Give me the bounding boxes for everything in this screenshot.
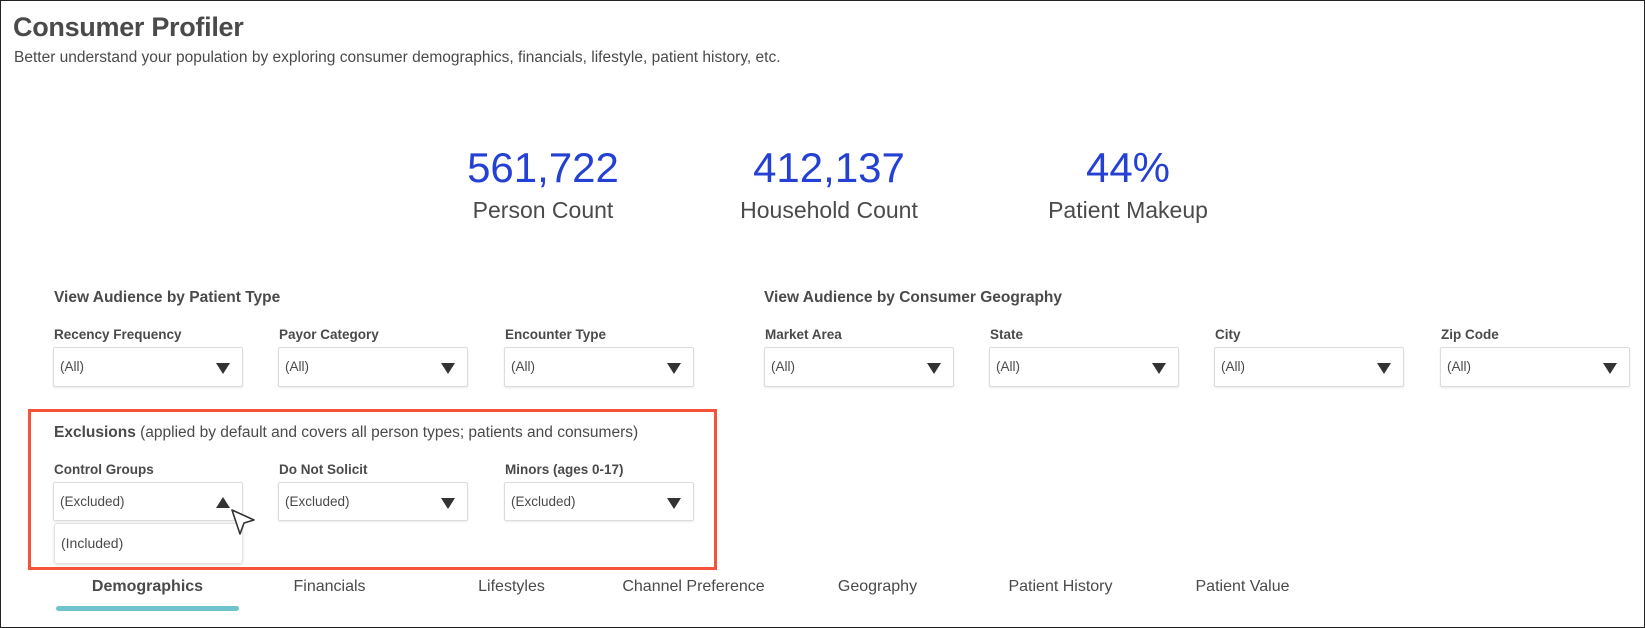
do-not-solicit-dropdown[interactable]: (Excluded) [278,482,468,521]
active-tab-indicator [56,606,239,611]
control-groups-options-menu: (Included) [54,523,243,564]
kpi-value: 412,137 [753,144,905,191]
tab-financials[interactable]: Financials [293,578,366,595]
do-not-solicit-label: Do Not Solicit [279,462,368,477]
minors-dropdown[interactable]: (Excluded) [504,482,694,521]
chevron-down-icon [441,363,455,374]
dropdown-value: (Excluded) [285,494,350,509]
city-dropdown[interactable]: (All) [1214,347,1404,387]
dropdown-value: (All) [60,359,84,374]
payor-category-dropdown[interactable]: (All) [278,347,468,387]
exclusions-title-note: (applied by default and covers all perso… [135,424,639,441]
dropdown-value: (All) [996,359,1020,374]
kpi-label: Household Count [740,197,918,223]
tab-demographics[interactable]: Demographics [91,578,204,595]
encounter-type-label: Encounter Type [505,327,607,342]
kpi-value: 44% [1085,144,1171,191]
tab-lifestyles[interactable]: Lifestyles [478,578,545,595]
city-label: City [1215,327,1241,342]
minors-label: Minors (ages 0-17) [505,462,624,477]
chevron-down-icon [216,363,230,374]
chevron-down-icon [441,498,455,509]
kpi-value: 561,722 [467,144,619,191]
state-label: State [990,327,1024,342]
exclusions-title: Exclusions (applied by default and cover… [54,424,638,442]
chevron-down-icon [927,363,941,374]
dropdown-value: (All) [511,359,535,374]
dropdown-value: (All) [1447,359,1471,374]
payor-category-label: Payor Category [279,327,379,342]
geography-section-title: View Audience by Consumer Geography [764,289,1063,306]
patient-type-section-title: View Audience by Patient Type [54,289,281,306]
option-included[interactable]: (Included) [61,535,124,551]
dropdown-value: (Excluded) [60,494,125,509]
zip-code-dropdown[interactable]: (All) [1440,347,1630,387]
chevron-down-icon [1152,363,1166,374]
dropdown-value: (Excluded) [511,494,576,509]
state-dropdown[interactable]: (All) [989,347,1179,387]
recency-frequency-label: Recency Frequency [54,327,182,342]
chevron-down-icon [1603,363,1617,374]
exclusions-highlight-box [28,409,717,570]
dropdown-value: (All) [771,359,795,374]
market-area-dropdown[interactable]: (All) [764,347,954,387]
dropdown-value: (All) [285,359,309,374]
chevron-down-icon [1377,363,1391,374]
market-area-label: Market Area [765,327,842,342]
chevron-down-icon [667,363,681,374]
tab-channel-preference[interactable]: Channel Preference [622,578,765,595]
kpi-person-count: 561,722 Person Count [413,143,673,225]
kpi-label: Patient Makeup [1048,197,1208,223]
kpi-label: Person Count [472,197,614,223]
tab-patient-value[interactable]: Patient Value [1195,578,1290,595]
encounter-type-dropdown[interactable]: (All) [504,347,694,387]
tab-geography[interactable]: Geography [837,578,918,595]
recency-frequency-dropdown[interactable]: (All) [53,347,243,387]
mouse-cursor-icon [231,509,255,535]
control-groups-label: Control Groups [54,462,154,477]
dropdown-value: (All) [1221,359,1245,374]
control-groups-dropdown[interactable]: (Excluded) [53,482,243,521]
kpi-household-count: 412,137 Household Count [699,143,959,225]
zip-code-label: Zip Code [1441,327,1499,342]
exclusions-title-bold: Exclusions [54,424,136,441]
tab-patient-history[interactable]: Patient History [1008,578,1113,595]
chevron-down-icon [667,498,681,509]
page-title: Consumer Profiler [13,12,244,42]
kpi-patient-makeup: 44% Patient Makeup [998,143,1258,225]
page-subtitle: Better understand your population by exp… [14,49,781,66]
chevron-up-icon [216,497,230,508]
